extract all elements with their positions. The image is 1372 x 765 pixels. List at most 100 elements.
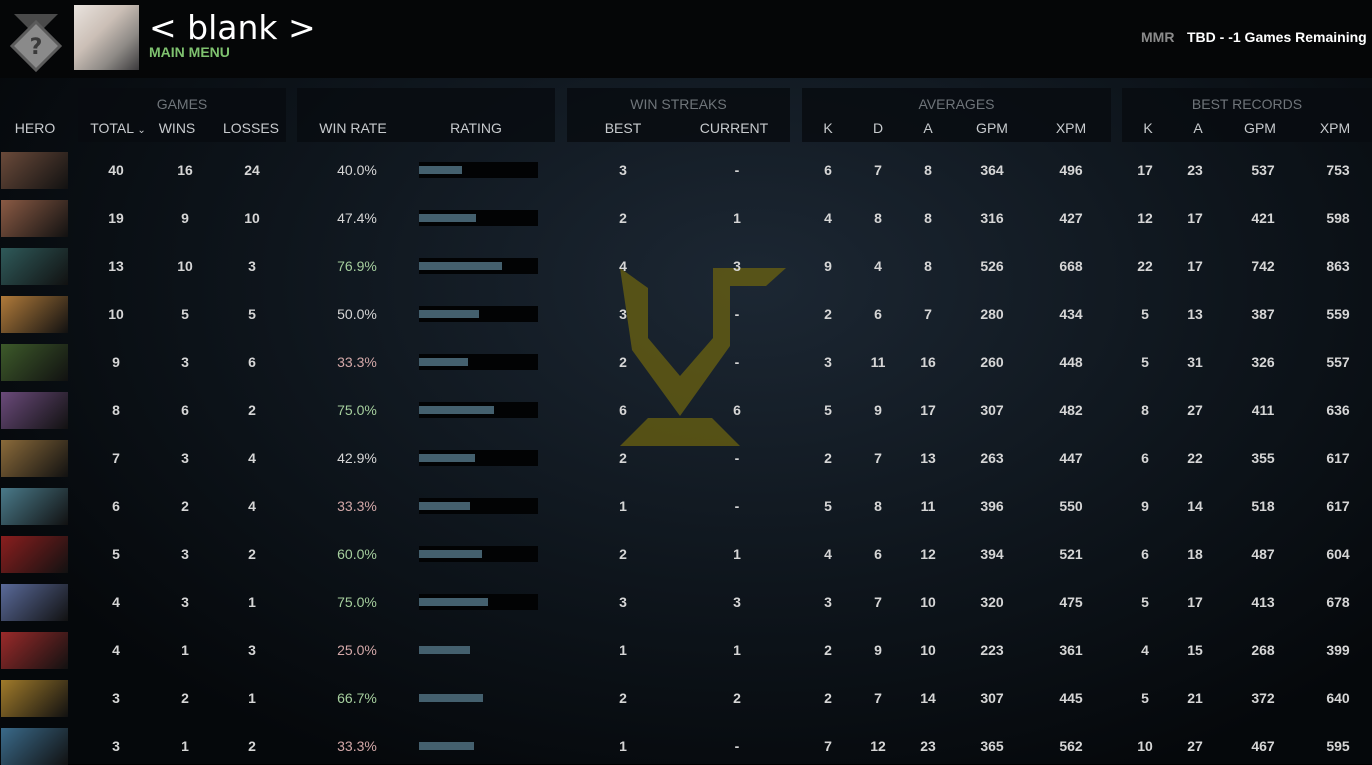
watermark-emblem-icon [620, 268, 786, 446]
hero-portrait[interactable] [1, 488, 68, 525]
cell-gpm: 364 [980, 162, 1004, 178]
col-best-kills[interactable]: K [1143, 120, 1153, 136]
col-best-streak[interactable]: BEST [604, 120, 642, 136]
cell-k: 2 [824, 450, 832, 466]
avatar[interactable] [74, 5, 139, 70]
cell-gpm: 316 [980, 210, 1004, 226]
hero-portrait[interactable] [1, 440, 68, 477]
cell-xpm: 447 [1059, 450, 1083, 466]
rating-bar-fill [419, 214, 477, 222]
cell-xpm: 496 [1059, 162, 1083, 178]
cell-win-rate: 66.7% [337, 690, 377, 706]
cell-losses: 5 [248, 306, 256, 322]
col-avg-gpm[interactable]: GPM [976, 120, 1008, 136]
rating-bar-fill [419, 550, 483, 558]
cell-bxpm: 753 [1326, 162, 1350, 178]
col-losses[interactable]: LOSSES [222, 120, 280, 136]
cell-xpm: 668 [1059, 258, 1083, 274]
hero-portrait[interactable] [1, 248, 68, 285]
hero-portrait[interactable] [1, 152, 68, 189]
cell-losses: 2 [248, 738, 256, 754]
cell-gpm: 280 [980, 306, 1004, 322]
hero-portrait[interactable] [1, 344, 68, 381]
cell-d: 12 [870, 738, 886, 754]
cell-wins: 5 [181, 306, 189, 322]
cell-xpm: 445 [1059, 690, 1083, 706]
cell-bk: 5 [1141, 306, 1149, 322]
cell-win-rate: 50.0% [337, 306, 377, 322]
cell-win-rate: 76.9% [337, 258, 377, 274]
col-avg-deaths[interactable]: D [872, 120, 884, 136]
cell-k: 5 [824, 402, 832, 418]
cell-xpm: 521 [1059, 546, 1083, 562]
cell-current: 6 [733, 402, 741, 418]
cell-gpm: 396 [980, 498, 1004, 514]
col-wins[interactable]: WINS [158, 120, 196, 136]
hero-portrait[interactable] [1, 392, 68, 429]
rating-bar [419, 258, 538, 274]
col-avg-kills[interactable]: K [823, 120, 833, 136]
cell-a: 17 [920, 402, 936, 418]
cell-bk: 5 [1141, 690, 1149, 706]
col-best-assists[interactable]: A [1193, 120, 1203, 136]
hero-portrait[interactable] [1, 200, 68, 237]
cell-bgpm: 387 [1251, 306, 1275, 322]
cell-a: 8 [924, 258, 932, 274]
cell-bxpm: 557 [1326, 354, 1350, 370]
cell-bxpm: 604 [1326, 546, 1350, 562]
cell-k: 6 [824, 162, 832, 178]
cell-d: 8 [874, 210, 882, 226]
cell-a: 8 [924, 210, 932, 226]
hero-portrait[interactable] [1, 728, 68, 765]
group-win-streaks [567, 88, 790, 142]
cell-best: 1 [619, 738, 627, 754]
cell-k: 7 [824, 738, 832, 754]
cell-bgpm: 268 [1251, 642, 1275, 658]
col-total[interactable]: TOTAL ⌄ [90, 120, 146, 136]
cell-xpm: 361 [1059, 642, 1083, 658]
group-best-records [1122, 88, 1372, 142]
cell-best: 2 [619, 690, 627, 706]
col-hero[interactable]: HERO [14, 120, 56, 136]
cell-win-rate: 75.0% [337, 594, 377, 610]
hero-portrait[interactable] [1, 296, 68, 333]
cell-gpm: 223 [980, 642, 1004, 658]
col-avg-assists[interactable]: A [923, 120, 933, 136]
rating-bar [419, 402, 538, 418]
col-best-gpm[interactable]: GPM [1244, 120, 1276, 136]
group-averages [802, 88, 1111, 142]
group-winrate [297, 88, 555, 142]
hero-portrait[interactable] [1, 536, 68, 573]
rating-bar-fill [419, 358, 468, 366]
cell-best: 2 [619, 354, 627, 370]
cell-bgpm: 487 [1251, 546, 1275, 562]
col-avg-xpm[interactable]: XPM [1055, 120, 1087, 136]
hero-portrait[interactable] [1, 584, 68, 621]
col-rating[interactable]: RATING [450, 120, 502, 136]
cell-win-rate: 75.0% [337, 402, 377, 418]
chevron-down-icon: ⌄ [137, 125, 146, 136]
cell-current: 2 [733, 690, 741, 706]
hero-portrait[interactable] [1, 680, 68, 717]
cell-d: 7 [874, 594, 882, 610]
cell-losses: 2 [248, 546, 256, 562]
cell-total: 9 [112, 354, 120, 370]
cell-total: 40 [108, 162, 124, 178]
cell-wins: 16 [177, 162, 193, 178]
cell-bk: 5 [1141, 354, 1149, 370]
unknown-rank-medal-icon[interactable]: ? [10, 14, 62, 76]
cell-gpm: 307 [980, 690, 1004, 706]
col-current-streak[interactable]: CURRENT [699, 120, 769, 136]
rating-bar-fill [419, 406, 494, 414]
profile-header: ? < blank > MAIN MENU MMR TBD - -1 Games… [0, 0, 1372, 78]
col-win-rate[interactable]: WIN RATE [319, 120, 387, 136]
hero-portrait[interactable] [1, 632, 68, 669]
cell-gpm: 307 [980, 402, 1004, 418]
cell-ba: 17 [1187, 594, 1203, 610]
cell-a: 12 [920, 546, 936, 562]
col-best-xpm[interactable]: XPM [1319, 120, 1351, 136]
cell-losses: 1 [248, 690, 256, 706]
cell-current: - [734, 450, 740, 466]
rating-bar [419, 162, 538, 178]
cell-wins: 1 [181, 738, 189, 754]
